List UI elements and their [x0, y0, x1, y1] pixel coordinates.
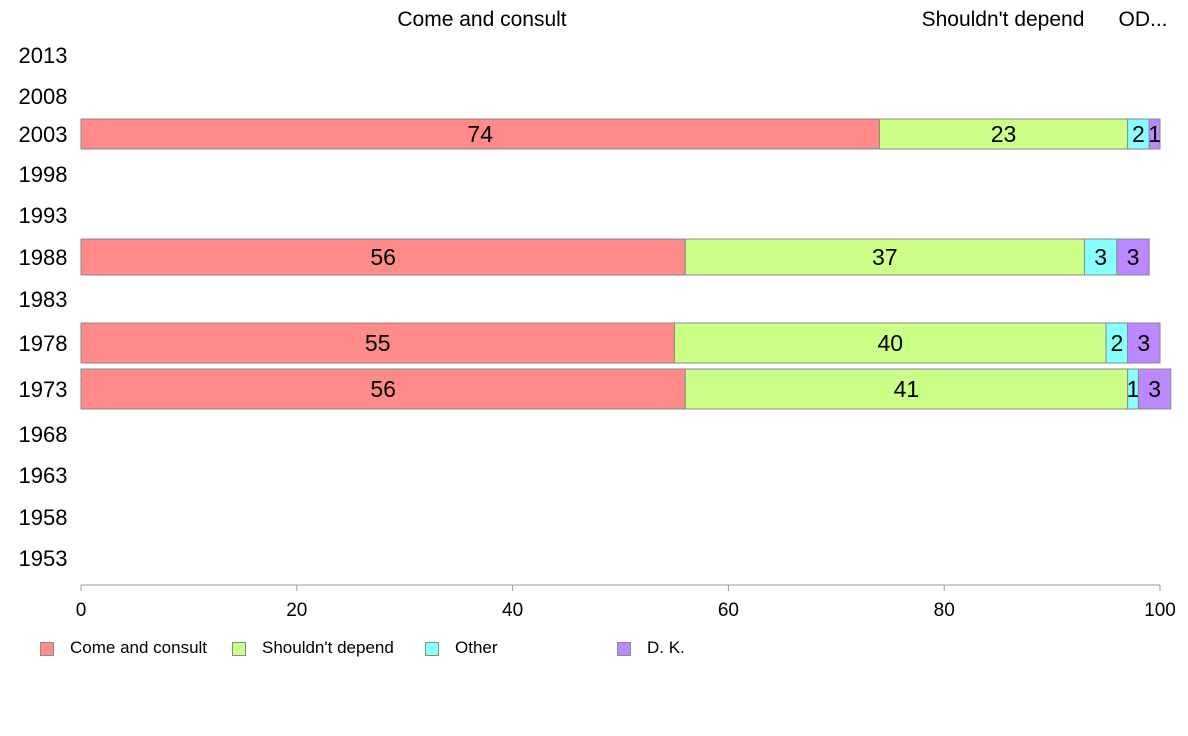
y-tick-label: 2003: [19, 122, 68, 147]
bar-segment: [684, 238, 1085, 276]
y-tick-label: 1993: [19, 203, 68, 228]
bar-segment: [1148, 118, 1161, 150]
legend-label-shouldnt-depend: Shouldn't depend: [262, 638, 394, 657]
bar-segment: [1137, 368, 1172, 410]
bar-segment: [684, 368, 1129, 410]
legend-swatch-other: [425, 642, 439, 656]
y-tick-label: 2013: [19, 43, 68, 68]
bar-segment: [80, 238, 686, 276]
bar-segment: [80, 322, 675, 364]
legend-label-other: Other: [455, 638, 498, 657]
legend-label-come-and-consult: Come and consult: [70, 638, 208, 657]
y-tick-label: 1983: [19, 287, 68, 312]
bar-value-label: 74: [467, 121, 493, 147]
x-tick-label: 0: [76, 600, 87, 621]
bar-segment: [878, 118, 1129, 150]
x-tick-label: 100: [1144, 600, 1176, 621]
top-label: OD...: [1118, 8, 1167, 31]
x-tick-label: 80: [934, 600, 955, 621]
y-tick-label: 1988: [19, 245, 68, 270]
bar-segment: [1116, 238, 1150, 276]
bar-value-label: 55: [365, 330, 391, 356]
bar-value-label: 56: [370, 376, 396, 402]
bar-segment: [80, 368, 686, 410]
bar-value-label: 2: [1132, 121, 1145, 147]
bar-value-label: 3: [1127, 244, 1140, 270]
top-label: Shouldn't depend: [922, 8, 1085, 31]
legend-label-dk: D. K.: [647, 638, 685, 657]
bar-segment: [1127, 322, 1161, 364]
legend-swatch-shouldnt-depend: [232, 642, 246, 656]
y-tick-label: 1963: [19, 463, 68, 488]
y-tick-label: 1978: [19, 331, 68, 356]
x-tick-label: 20: [286, 600, 307, 621]
bar-value-label: 1: [1148, 121, 1161, 147]
bar-value-label: 23: [991, 121, 1017, 147]
bar-segment: [1083, 238, 1118, 276]
y-tick-label: 2008: [19, 84, 68, 109]
bar-value-label: 1: [1127, 376, 1140, 402]
bar-value-label: 37: [872, 244, 898, 270]
bar-value-label: 56: [370, 244, 396, 270]
bar-segment: [673, 322, 1107, 364]
top-label: Come and consult: [397, 8, 566, 31]
bar-value-label: 3: [1137, 330, 1150, 356]
legend-swatch-dk: [617, 642, 631, 656]
y-tick-label: 1973: [19, 377, 68, 402]
y-tick-label: 1958: [19, 505, 68, 530]
bar-value-label: 2: [1110, 330, 1123, 356]
bar-value-label: 41: [894, 376, 920, 402]
x-tick-label: 60: [718, 600, 739, 621]
x-tick-label: 40: [502, 600, 523, 621]
bar-value-label: 3: [1148, 376, 1161, 402]
bar-segment: [80, 118, 880, 150]
y-tick-label: 1953: [19, 546, 68, 571]
y-tick-label: 1998: [19, 162, 68, 187]
legend-swatch-come-and-consult: [40, 642, 54, 656]
bar-value-label: 3: [1094, 244, 1107, 270]
y-tick-label: 1968: [19, 422, 68, 447]
bar-value-label: 40: [877, 330, 903, 356]
